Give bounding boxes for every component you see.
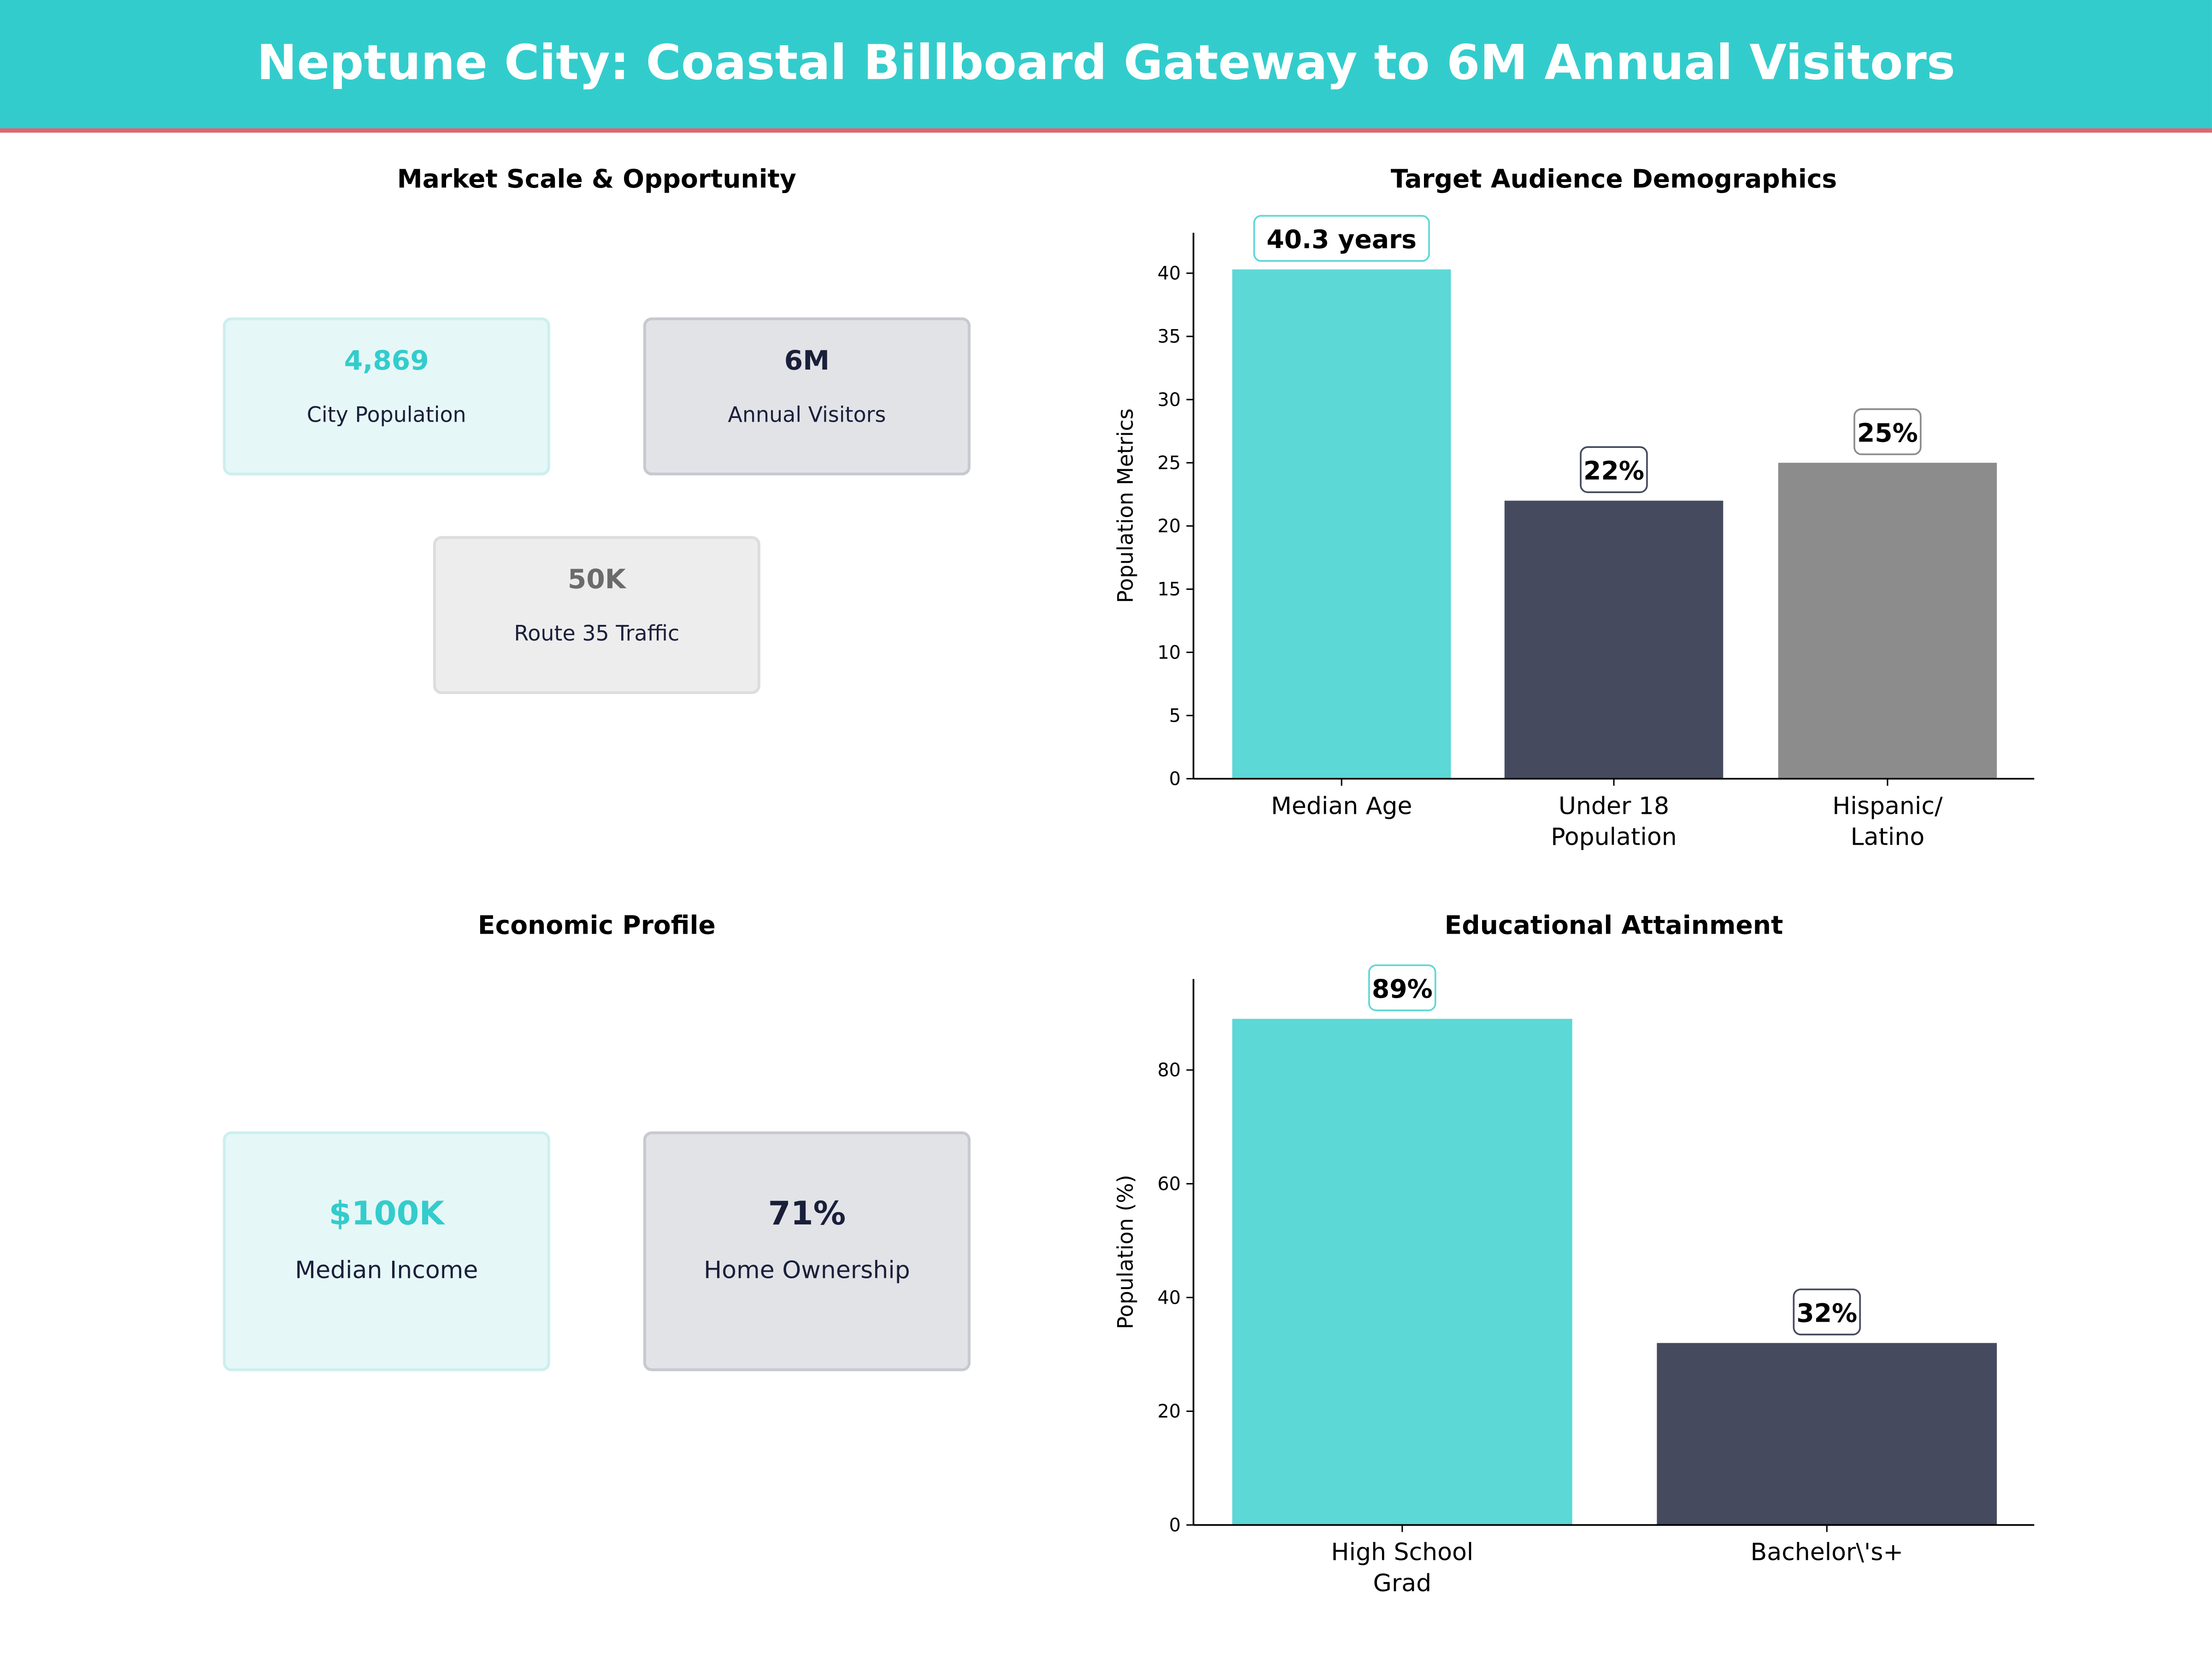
y-tick-label: 30: [1158, 389, 1181, 411]
bar: [1778, 463, 1997, 779]
x-tick-label: Latino: [1851, 824, 1925, 851]
x-tick-label: Hispanic/: [1832, 792, 1943, 820]
y-tick-label: 40: [1158, 1287, 1181, 1308]
market-panel-title: Market Scale & Opportunity: [397, 165, 796, 195]
y-tick-label: 10: [1158, 642, 1181, 663]
x-tick-label: Bachelor\'s+: [1751, 1539, 1903, 1566]
card-label: City Population: [306, 402, 466, 428]
data-label-box: [1793, 1288, 1861, 1335]
data-label: 25%: [1857, 418, 1918, 447]
education-chart-title: Educational Attainment: [1444, 911, 1783, 941]
annual-visitors-card: 6M Annual Visitors: [643, 317, 971, 476]
y-tick-label: 0: [1169, 769, 1181, 790]
data-label: 22%: [1583, 456, 1644, 486]
card-value: 6M: [784, 345, 830, 377]
data-label: 32%: [1796, 1298, 1857, 1328]
home-ownership-card: 71% Home Ownership: [643, 1131, 971, 1371]
card-value: 50K: [567, 564, 626, 595]
economic-panel-title: Economic Profile: [477, 911, 716, 941]
card-label: Route 35 Traffic: [514, 620, 680, 647]
card-value: 71%: [768, 1196, 846, 1233]
y-tick-label: 25: [1158, 453, 1181, 474]
y-tick-label: 0: [1169, 1515, 1181, 1536]
card-value: 4,869: [344, 345, 429, 377]
median-income-card: $100K Median Income: [223, 1131, 550, 1371]
y-tick-label: 35: [1158, 326, 1181, 347]
data-label-box: [1253, 215, 1430, 262]
y-axis-label: Population (%): [1113, 1175, 1138, 1329]
y-tick-label: 60: [1158, 1174, 1181, 1195]
data-label-box: [1853, 408, 1922, 455]
x-tick-label: High School: [1331, 1539, 1473, 1566]
bar: [1232, 269, 1451, 779]
y-tick-label: 5: [1169, 705, 1181, 726]
x-tick-label: Median Age: [1271, 792, 1412, 820]
y-tick-label: 20: [1158, 516, 1181, 537]
card-value: $100K: [329, 1196, 445, 1233]
data-label-box: [1368, 964, 1436, 1012]
page-title: Neptune City: Coastal Billboard Gateway …: [257, 35, 1955, 92]
data-label: 89%: [1372, 974, 1433, 1004]
card-label: Home Ownership: [704, 1257, 910, 1285]
y-axis-label: Population Metrics: [1113, 408, 1138, 603]
header-banner: Neptune City: Coastal Billboard Gateway …: [0, 0, 2212, 133]
x-tick-label: Grad: [1373, 1570, 1432, 1597]
card-label: Annual Visitors: [728, 402, 886, 428]
bar: [1232, 1018, 1572, 1525]
route-traffic-card: 50K Route 35 Traffic: [433, 536, 760, 694]
y-tick-label: 40: [1158, 263, 1181, 284]
y-tick-label: 80: [1158, 1060, 1181, 1081]
x-tick-label: Population: [1551, 824, 1677, 851]
data-label-box: [1580, 446, 1648, 493]
x-tick-label: Under 18: [1559, 792, 1669, 820]
card-label: Median Income: [295, 1257, 478, 1285]
data-label: 40.3 years: [1266, 225, 1417, 254]
demographics-chart-title: Target Audience Demographics: [1390, 165, 1837, 195]
bar: [1504, 500, 1724, 779]
bar: [1657, 1343, 1997, 1525]
y-tick-label: 15: [1158, 579, 1181, 600]
y-tick-label: 20: [1158, 1401, 1181, 1422]
city-population-card: 4,869 City Population: [223, 317, 550, 476]
